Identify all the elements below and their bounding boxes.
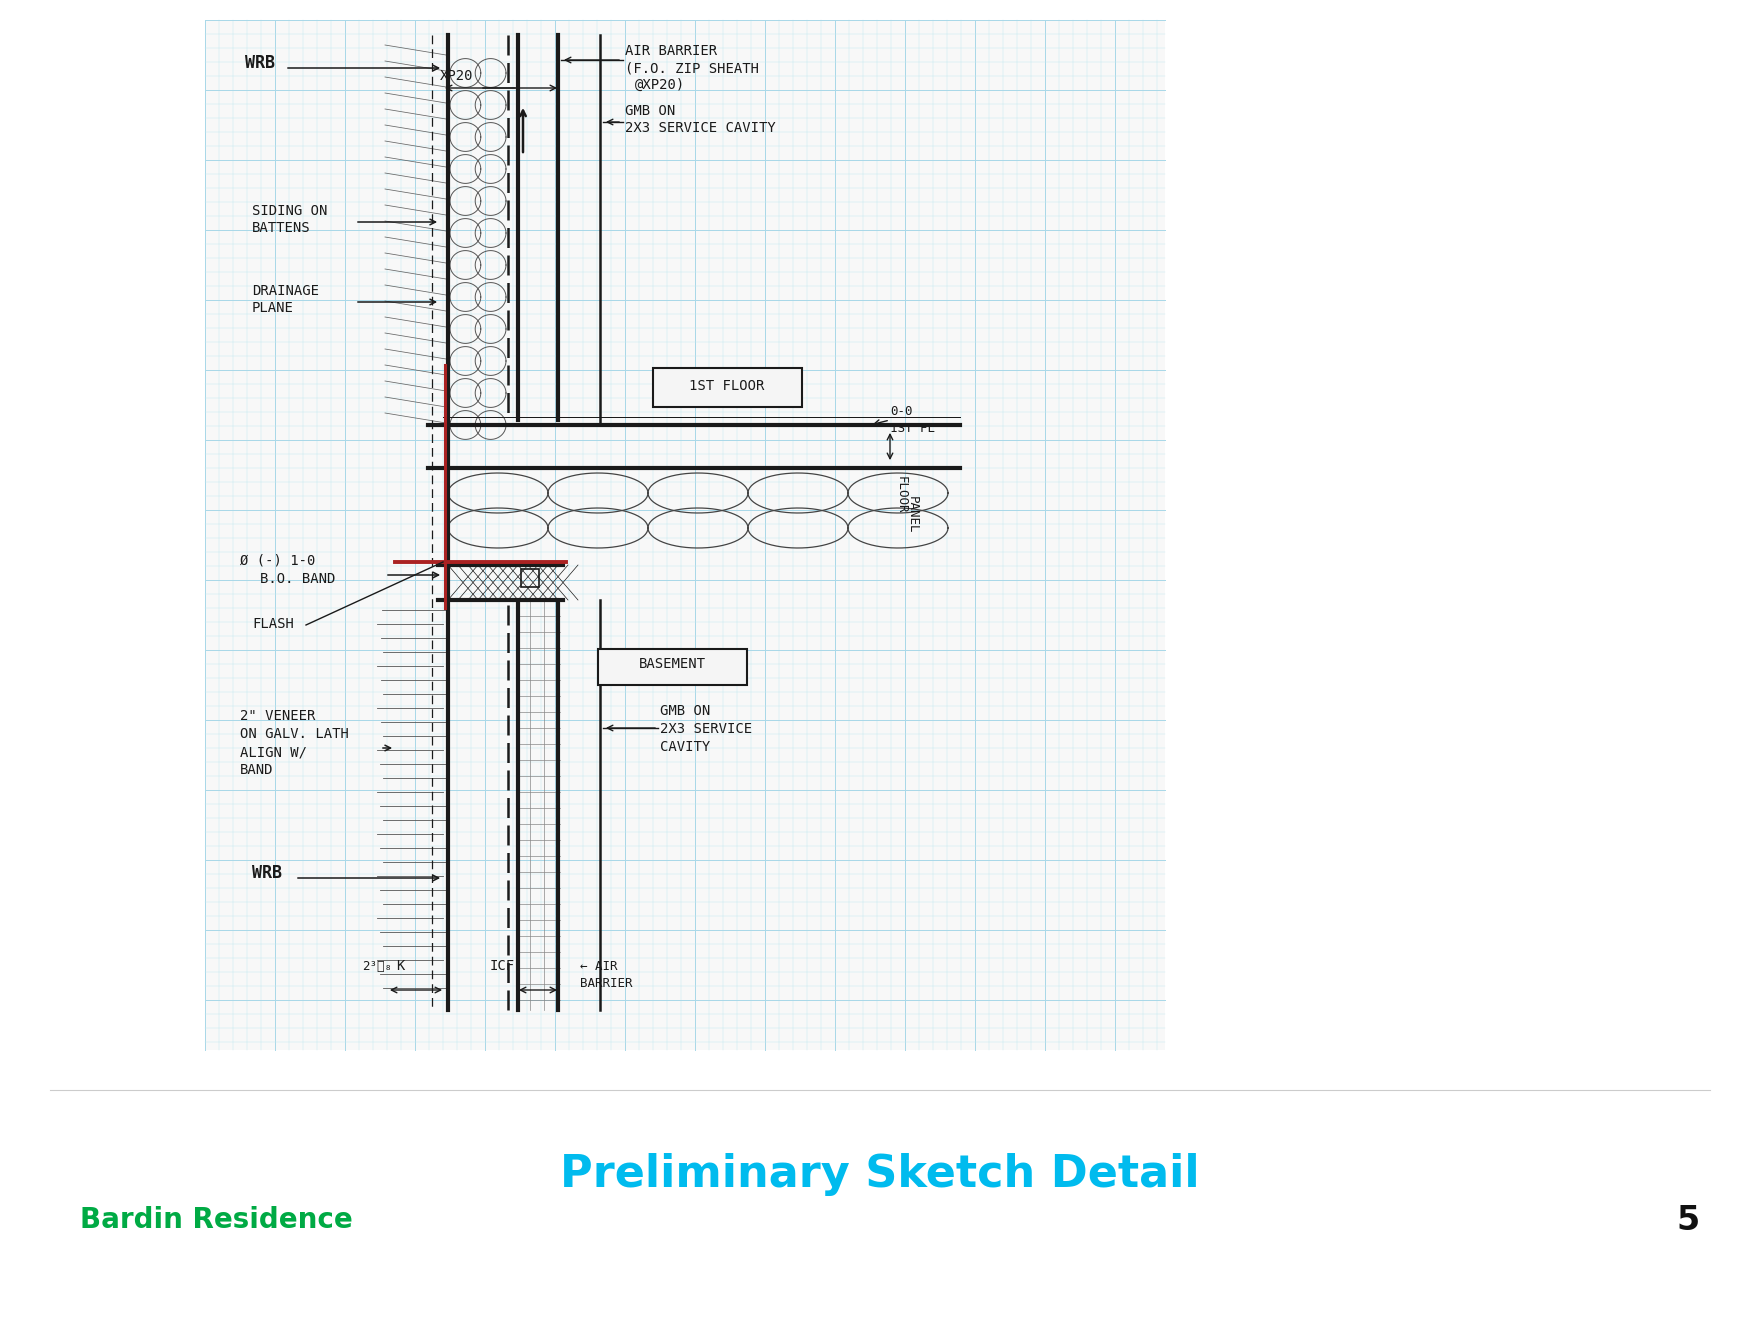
Text: CAVITY: CAVITY — [660, 741, 711, 754]
Text: B.O. BAND: B.O. BAND — [260, 572, 336, 586]
Text: 1ST FLOOR: 1ST FLOOR — [690, 379, 764, 393]
Text: 2³⁄₈: 2³⁄₈ — [363, 960, 392, 973]
Text: BAND: BAND — [239, 763, 273, 777]
Text: SIDING ON: SIDING ON — [252, 205, 327, 218]
Text: ← AIR: ← AIR — [581, 960, 618, 973]
Text: (F.O. ZIP SHEATH: (F.O. ZIP SHEATH — [625, 61, 759, 75]
Text: ON GALV. LATH: ON GALV. LATH — [239, 727, 348, 741]
Text: ALIGN W/: ALIGN W/ — [239, 744, 306, 759]
Text: WRB: WRB — [245, 54, 275, 73]
Text: AIR BARRIER: AIR BARRIER — [625, 44, 716, 58]
Bar — [521, 569, 539, 587]
Text: GMB ON: GMB ON — [660, 704, 711, 718]
Text: Preliminary Sketch Detail: Preliminary Sketch Detail — [560, 1154, 1200, 1196]
Text: 2X3 SERVICE CAVITY: 2X3 SERVICE CAVITY — [625, 121, 776, 135]
Text: PLANE: PLANE — [252, 301, 294, 315]
Text: 2X3 SERVICE: 2X3 SERVICE — [660, 722, 752, 737]
Text: 5: 5 — [1677, 1204, 1700, 1237]
Text: BATTENS: BATTENS — [252, 220, 310, 235]
Text: 0-0: 0-0 — [891, 405, 912, 418]
FancyBboxPatch shape — [653, 368, 803, 407]
Text: Ø (-) 1-0: Ø (-) 1-0 — [239, 554, 315, 568]
Text: FLASH: FLASH — [252, 616, 294, 631]
Text: XP20: XP20 — [440, 69, 473, 83]
FancyBboxPatch shape — [598, 649, 746, 685]
Text: @XP20): @XP20) — [635, 78, 685, 92]
Text: FLOOR: FLOOR — [896, 475, 908, 513]
Text: DRAINAGE: DRAINAGE — [252, 284, 319, 298]
Text: GMB ON: GMB ON — [625, 104, 676, 117]
Text: Bardin Residence: Bardin Residence — [79, 1206, 352, 1234]
Text: 2" VENEER: 2" VENEER — [239, 709, 315, 723]
Text: 1ST FL: 1ST FL — [891, 422, 935, 436]
Bar — [204, 20, 1165, 1049]
Text: BASEMENT: BASEMENT — [639, 657, 706, 671]
Text: ICF: ICF — [489, 960, 516, 973]
Text: WRB: WRB — [252, 865, 282, 882]
Text: BARRIER: BARRIER — [581, 977, 632, 990]
Text: PANEL: PANEL — [906, 495, 919, 533]
Text: K: K — [396, 960, 405, 973]
